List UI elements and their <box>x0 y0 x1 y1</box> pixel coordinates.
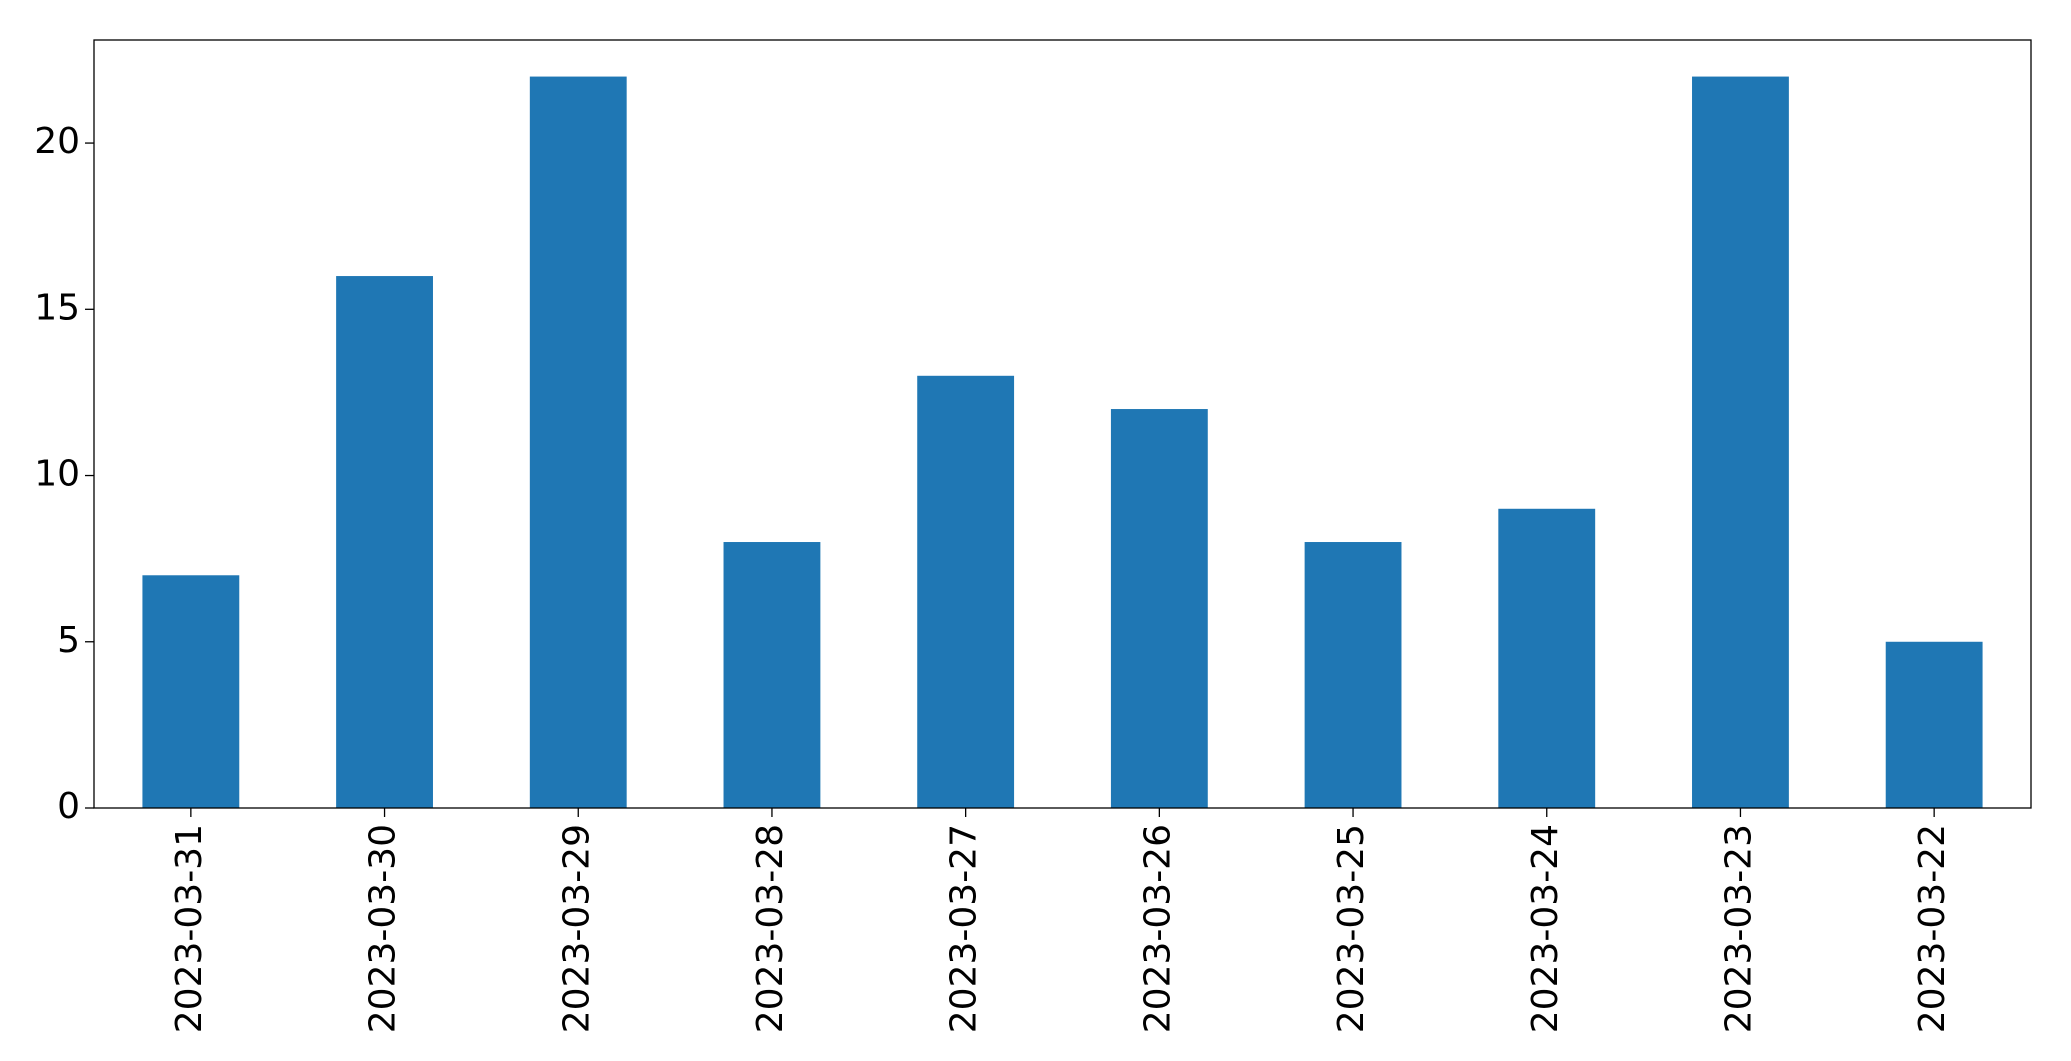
bar <box>336 276 433 808</box>
x-tick-label: 2023-03-23 <box>1718 824 1759 1033</box>
y-tick-label: 10 <box>34 454 80 495</box>
y-tick-label: 20 <box>34 121 80 162</box>
y-tick-label: 15 <box>34 287 80 328</box>
bar <box>917 375 1015 808</box>
y-tick-label: 5 <box>57 620 80 661</box>
bar <box>1110 409 1208 808</box>
x-tick-label: 2023-03-30 <box>363 824 404 1033</box>
bar <box>1885 641 1983 808</box>
bar <box>529 76 627 809</box>
bar <box>1304 542 1402 808</box>
bar <box>723 542 821 808</box>
x-tick-label: 2023-03-26 <box>1137 824 1178 1033</box>
y-tick-label: 0 <box>57 786 80 827</box>
x-tick-label: 2023-03-29 <box>556 824 597 1033</box>
x-tick-label: 2023-03-31 <box>169 824 210 1033</box>
x-tick-label: 2023-03-28 <box>750 824 791 1033</box>
x-tick-label: 2023-03-27 <box>944 824 985 1033</box>
x-tick-label: 2023-03-22 <box>1912 824 1953 1033</box>
x-tick-label: 2023-03-24 <box>1525 824 1566 1033</box>
bar <box>1498 508 1596 808</box>
plot-frame <box>93 39 2032 809</box>
x-tick-label: 2023-03-25 <box>1331 824 1372 1033</box>
bar <box>142 575 240 808</box>
bar <box>1692 76 1789 809</box>
